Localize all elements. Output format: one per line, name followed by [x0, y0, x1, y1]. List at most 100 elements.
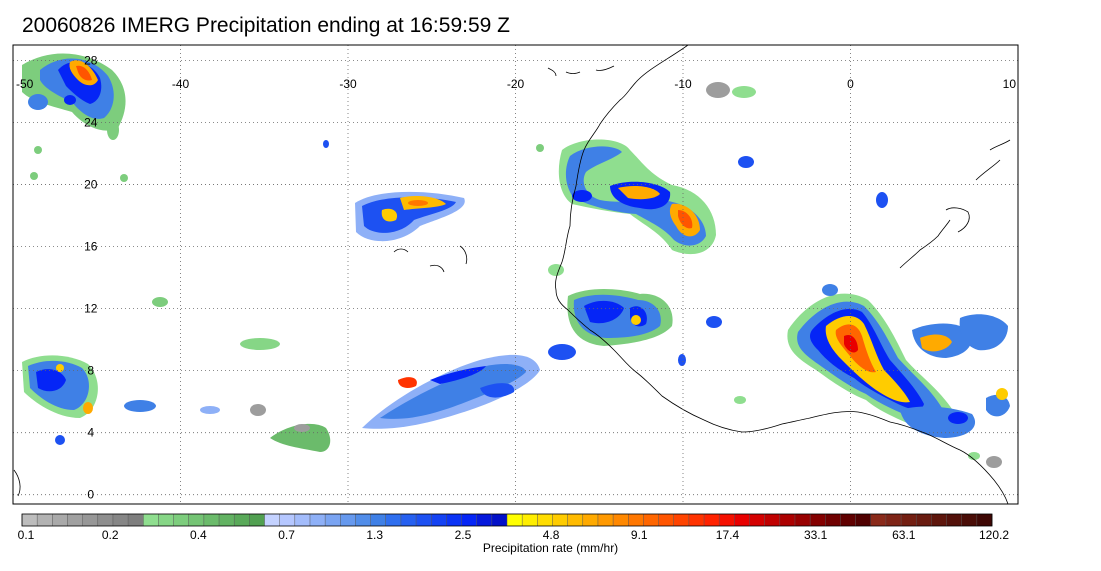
colorbar-swatch — [597, 514, 614, 526]
colorbar-swatch — [431, 514, 447, 526]
colorbar-swatch — [567, 514, 583, 526]
colorbar-frame — [21, 513, 993, 527]
colorbar-label: 9.1 — [631, 528, 648, 542]
colorbar-swatch — [522, 514, 538, 526]
colorbar-swatch — [158, 514, 174, 526]
colorbar-label: 4.8 — [543, 528, 560, 542]
plot-frame — [12, 44, 1019, 505]
colorbar-swatch — [779, 514, 796, 526]
lat-tick-label: 20 — [84, 178, 98, 192]
lat-tick-label: 0 — [87, 488, 94, 502]
colorbar-swatch — [552, 514, 568, 526]
storm-west-8n — [22, 355, 156, 445]
colorbar-swatch — [219, 514, 235, 526]
colorbar-swatch — [97, 514, 114, 526]
latitude-labels: 0 4 8 12 16 20 24 28 — [84, 54, 98, 502]
colorbar-title: Precipitation rate (mm/hr) — [482, 541, 619, 555]
colorbar: 0.1 0.2 0.4 0.7 1.3 2.5 4.8 9.1 17.4 33.1 63.1 120.… — [18, 513, 1009, 542]
colorbar-swatch — [491, 514, 508, 526]
storm-gulf-of-guinea — [787, 293, 1010, 438]
colorbar-swatch — [128, 514, 144, 526]
colorbar-swatch — [446, 514, 462, 526]
colorbar-swatch — [188, 514, 204, 526]
lon-tick-label: -20 — [507, 77, 525, 91]
colorbar-swatch — [885, 514, 902, 526]
colorbar-swatch — [976, 514, 993, 526]
coastline — [13, 45, 1011, 504]
colorbar-swatch — [82, 514, 98, 526]
colorbar-swatch — [37, 514, 53, 526]
colorbar-label: 0.4 — [190, 528, 207, 542]
storm-northwest — [22, 53, 126, 140]
rain-patch-4n — [270, 423, 331, 452]
colorbar-swatch — [52, 514, 68, 526]
colorbar-swatch — [309, 514, 326, 526]
colorbar-swatch — [264, 514, 280, 526]
colorbar-label: 17.4 — [716, 528, 740, 542]
colorbar-label: 1.3 — [366, 528, 383, 542]
lat-tick-label: 16 — [84, 240, 98, 254]
colorbar-swatch — [840, 514, 856, 526]
colorbar-swatch — [628, 514, 644, 526]
colorbar-swatch — [673, 514, 689, 526]
colorbar-label: 63.1 — [892, 528, 916, 542]
colorbar-swatch — [643, 514, 659, 526]
scattered-cells — [30, 82, 1002, 468]
graticule — [13, 45, 1018, 504]
lon-tick-label: 0 — [847, 77, 854, 91]
colorbar-swatch — [719, 514, 735, 526]
colorbar-swatch — [825, 514, 841, 526]
lat-tick-label: 8 — [87, 364, 94, 378]
lat-tick-label: 24 — [84, 116, 98, 130]
colorbar-swatch — [658, 514, 674, 526]
colorbar-label: 2.5 — [455, 528, 472, 542]
lon-tick-label: 10 — [1003, 77, 1017, 91]
rain-band-7n — [362, 354, 540, 429]
colorbar-swatch — [794, 514, 811, 526]
lon-tick-label: -10 — [674, 77, 692, 91]
colorbar-swatch — [855, 514, 871, 526]
colorbar-swatch — [203, 514, 220, 526]
colorbar-swatch — [613, 514, 629, 526]
colorbar-swatch — [507, 514, 523, 526]
colorbar-swatch — [294, 514, 311, 526]
colorbar-swatch — [734, 514, 750, 526]
colorbar-swatch — [112, 514, 129, 526]
lon-tick-label: -30 — [339, 77, 357, 91]
colorbar-swatch — [22, 514, 38, 526]
lon-tick-label: -50 — [16, 77, 34, 91]
colorbar-swatch — [234, 514, 250, 526]
colorbar-swatch — [400, 514, 417, 526]
lat-tick-label: 28 — [84, 54, 98, 68]
colorbar-swatch — [355, 514, 371, 526]
colorbar-swatch — [688, 514, 705, 526]
colorbar-swatch — [582, 514, 599, 526]
colorbar-swatch — [143, 514, 159, 526]
map-title: 20060826 IMERG Precipitation ending at 1… — [22, 14, 510, 37]
colorbar-label: 0.2 — [102, 528, 119, 542]
colorbar-swatch — [961, 514, 977, 526]
colorbar-swatch — [870, 514, 887, 526]
colorbar-swatch — [810, 514, 826, 526]
colorbar-swatch — [901, 514, 917, 526]
colorbar-swatch — [416, 514, 432, 526]
colorbar-swatch — [370, 514, 386, 526]
lat-tick-label: 12 — [84, 302, 98, 316]
storm-mid-atlantic — [355, 191, 465, 242]
precipitation-overlay — [22, 53, 1010, 468]
colorbar-swatch — [249, 514, 265, 526]
colorbar-swatch — [916, 514, 932, 526]
colorbar-swatch — [704, 514, 720, 526]
colorbar-label: 0.7 — [278, 528, 295, 542]
colorbar-swatch — [946, 514, 962, 526]
colorbar-label: 33.1 — [804, 528, 828, 542]
africa-coastline — [555, 45, 1009, 504]
colorbar-swatch — [279, 514, 295, 526]
colorbar-swatch — [931, 514, 947, 526]
storm-west-africa-north — [558, 139, 716, 255]
colorbar-label: 120.2 — [979, 528, 1009, 542]
longitude-labels: -50 -40 -30 -20 -10 0 10 — [16, 77, 1016, 91]
storm-west-africa-12n — [548, 289, 673, 360]
colorbar-swatch — [461, 514, 477, 526]
